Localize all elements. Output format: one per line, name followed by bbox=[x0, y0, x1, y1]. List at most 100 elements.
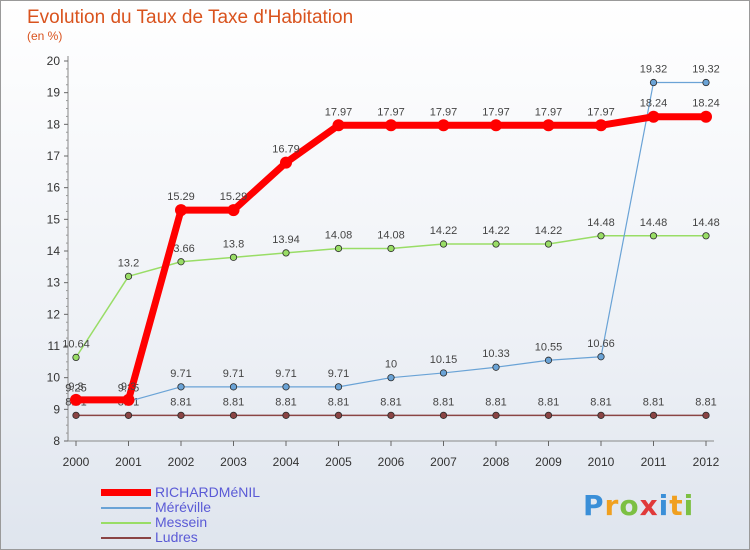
data-point bbox=[597, 232, 605, 240]
data-label: 10.64 bbox=[62, 338, 90, 350]
data-label: 13.8 bbox=[223, 238, 244, 250]
data-point bbox=[649, 78, 658, 87]
data-label: 17.97 bbox=[325, 106, 353, 118]
x-tick-label: 2006 bbox=[378, 455, 405, 469]
data-point bbox=[229, 383, 238, 391]
data-label: 14.48 bbox=[692, 217, 720, 229]
data-label: 8.81 bbox=[328, 396, 349, 408]
y-tick-label: 12 bbox=[47, 307, 61, 321]
data-point bbox=[334, 411, 343, 419]
data-point bbox=[492, 363, 500, 371]
data-point bbox=[649, 411, 658, 419]
data-point bbox=[437, 119, 450, 132]
y-tick-label: 15 bbox=[47, 212, 61, 226]
x-tick-label: 2002 bbox=[168, 455, 195, 469]
data-point bbox=[282, 383, 290, 391]
x-tick-label: 2007 bbox=[430, 455, 457, 469]
data-point bbox=[177, 383, 185, 391]
y-tick-label: 16 bbox=[47, 181, 61, 195]
data-label: 8.81 bbox=[380, 396, 401, 408]
data-label: 17.97 bbox=[377, 106, 405, 118]
data-point bbox=[544, 356, 553, 364]
data-point bbox=[702, 78, 710, 87]
data-label: 14.08 bbox=[377, 229, 405, 241]
data-point bbox=[175, 204, 187, 217]
data-label: 14.48 bbox=[587, 217, 615, 229]
data-point bbox=[597, 353, 605, 361]
legend-item: Ludres bbox=[101, 530, 301, 545]
y-tick-label: 14 bbox=[47, 244, 61, 258]
data-point bbox=[72, 353, 80, 361]
logo-letter: i bbox=[683, 489, 695, 522]
legend-item: Méréville bbox=[101, 500, 301, 515]
legend-label: Ludres bbox=[155, 529, 198, 545]
data-point bbox=[439, 369, 448, 377]
x-tick-label: 2001 bbox=[115, 455, 142, 469]
y-tick-label: 11 bbox=[48, 339, 61, 353]
proxiti-logo: Proxiti bbox=[583, 489, 694, 522]
logo-letter: t bbox=[669, 489, 684, 522]
y-tick-label: 18 bbox=[47, 117, 61, 131]
data-point bbox=[177, 411, 185, 419]
data-point bbox=[544, 411, 553, 419]
data-point bbox=[439, 411, 448, 419]
logo-letter: P bbox=[583, 489, 605, 522]
data-point bbox=[124, 411, 133, 419]
data-label: 9.71 bbox=[328, 368, 349, 380]
data-label: 13.2 bbox=[118, 257, 139, 269]
data-label: 8.81 bbox=[643, 396, 664, 408]
data-label: 17.97 bbox=[587, 106, 615, 118]
line-chart: 8 9 10 11 12 13 14 15 16 17 18 19 20 2000 2001 2002 2003… bbox=[47, 54, 720, 469]
data-point bbox=[702, 232, 710, 240]
logo-letter: i bbox=[658, 489, 670, 522]
x-tick-label: 2000 bbox=[63, 455, 90, 469]
legend-swatch bbox=[101, 537, 151, 539]
data-point bbox=[649, 232, 658, 240]
legend-swatch bbox=[101, 522, 151, 524]
data-label: 15.29 bbox=[220, 191, 248, 203]
data-label: 9.3 bbox=[68, 381, 83, 393]
data-point bbox=[492, 411, 500, 419]
data-point bbox=[439, 240, 448, 248]
x-tick-label: 2010 bbox=[588, 455, 615, 469]
y-tick-label: 8 bbox=[53, 434, 60, 448]
legend-label: Messein bbox=[155, 514, 208, 530]
data-point bbox=[70, 393, 82, 406]
data-point bbox=[332, 119, 345, 132]
data-point bbox=[542, 119, 555, 132]
data-label: 14.22 bbox=[482, 225, 510, 237]
logo-letter: x bbox=[639, 489, 659, 522]
data-label: 8.81 bbox=[538, 396, 559, 408]
x-tick-label: 2012 bbox=[693, 455, 720, 469]
data-point bbox=[229, 411, 238, 419]
data-label: 16.79 bbox=[272, 144, 300, 156]
x-tick-label: 2011 bbox=[641, 455, 667, 469]
data-label: 19.32 bbox=[692, 64, 720, 76]
data-label: 9.3 bbox=[121, 381, 136, 393]
data-label: 10.33 bbox=[482, 348, 510, 360]
logo-letter: o bbox=[619, 489, 640, 522]
y-tick-label: 17 bbox=[47, 149, 61, 163]
data-label: 9.71 bbox=[275, 368, 296, 380]
data-label: 9.71 bbox=[223, 368, 244, 380]
data-label: 10.55 bbox=[535, 341, 563, 353]
x-tick-label: 2004 bbox=[273, 455, 300, 469]
unit-label: (en %) bbox=[27, 29, 63, 43]
data-label: 10.15 bbox=[430, 354, 458, 366]
data-point bbox=[387, 411, 395, 419]
data-point bbox=[229, 253, 238, 261]
data-label: 8.81 bbox=[275, 396, 296, 408]
data-label: 9.25 bbox=[65, 382, 86, 394]
legend-swatch bbox=[101, 507, 151, 509]
data-label: 8.81 bbox=[485, 396, 506, 408]
data-label: 19.32 bbox=[640, 64, 668, 76]
data-label: 8.81 bbox=[695, 396, 716, 408]
data-point bbox=[490, 119, 502, 132]
data-point bbox=[177, 258, 185, 266]
data-label: 8.81 bbox=[223, 396, 244, 408]
data-point bbox=[334, 383, 343, 391]
data-point bbox=[385, 119, 397, 132]
data-point bbox=[72, 411, 80, 419]
data-label: 9.71 bbox=[170, 368, 191, 380]
